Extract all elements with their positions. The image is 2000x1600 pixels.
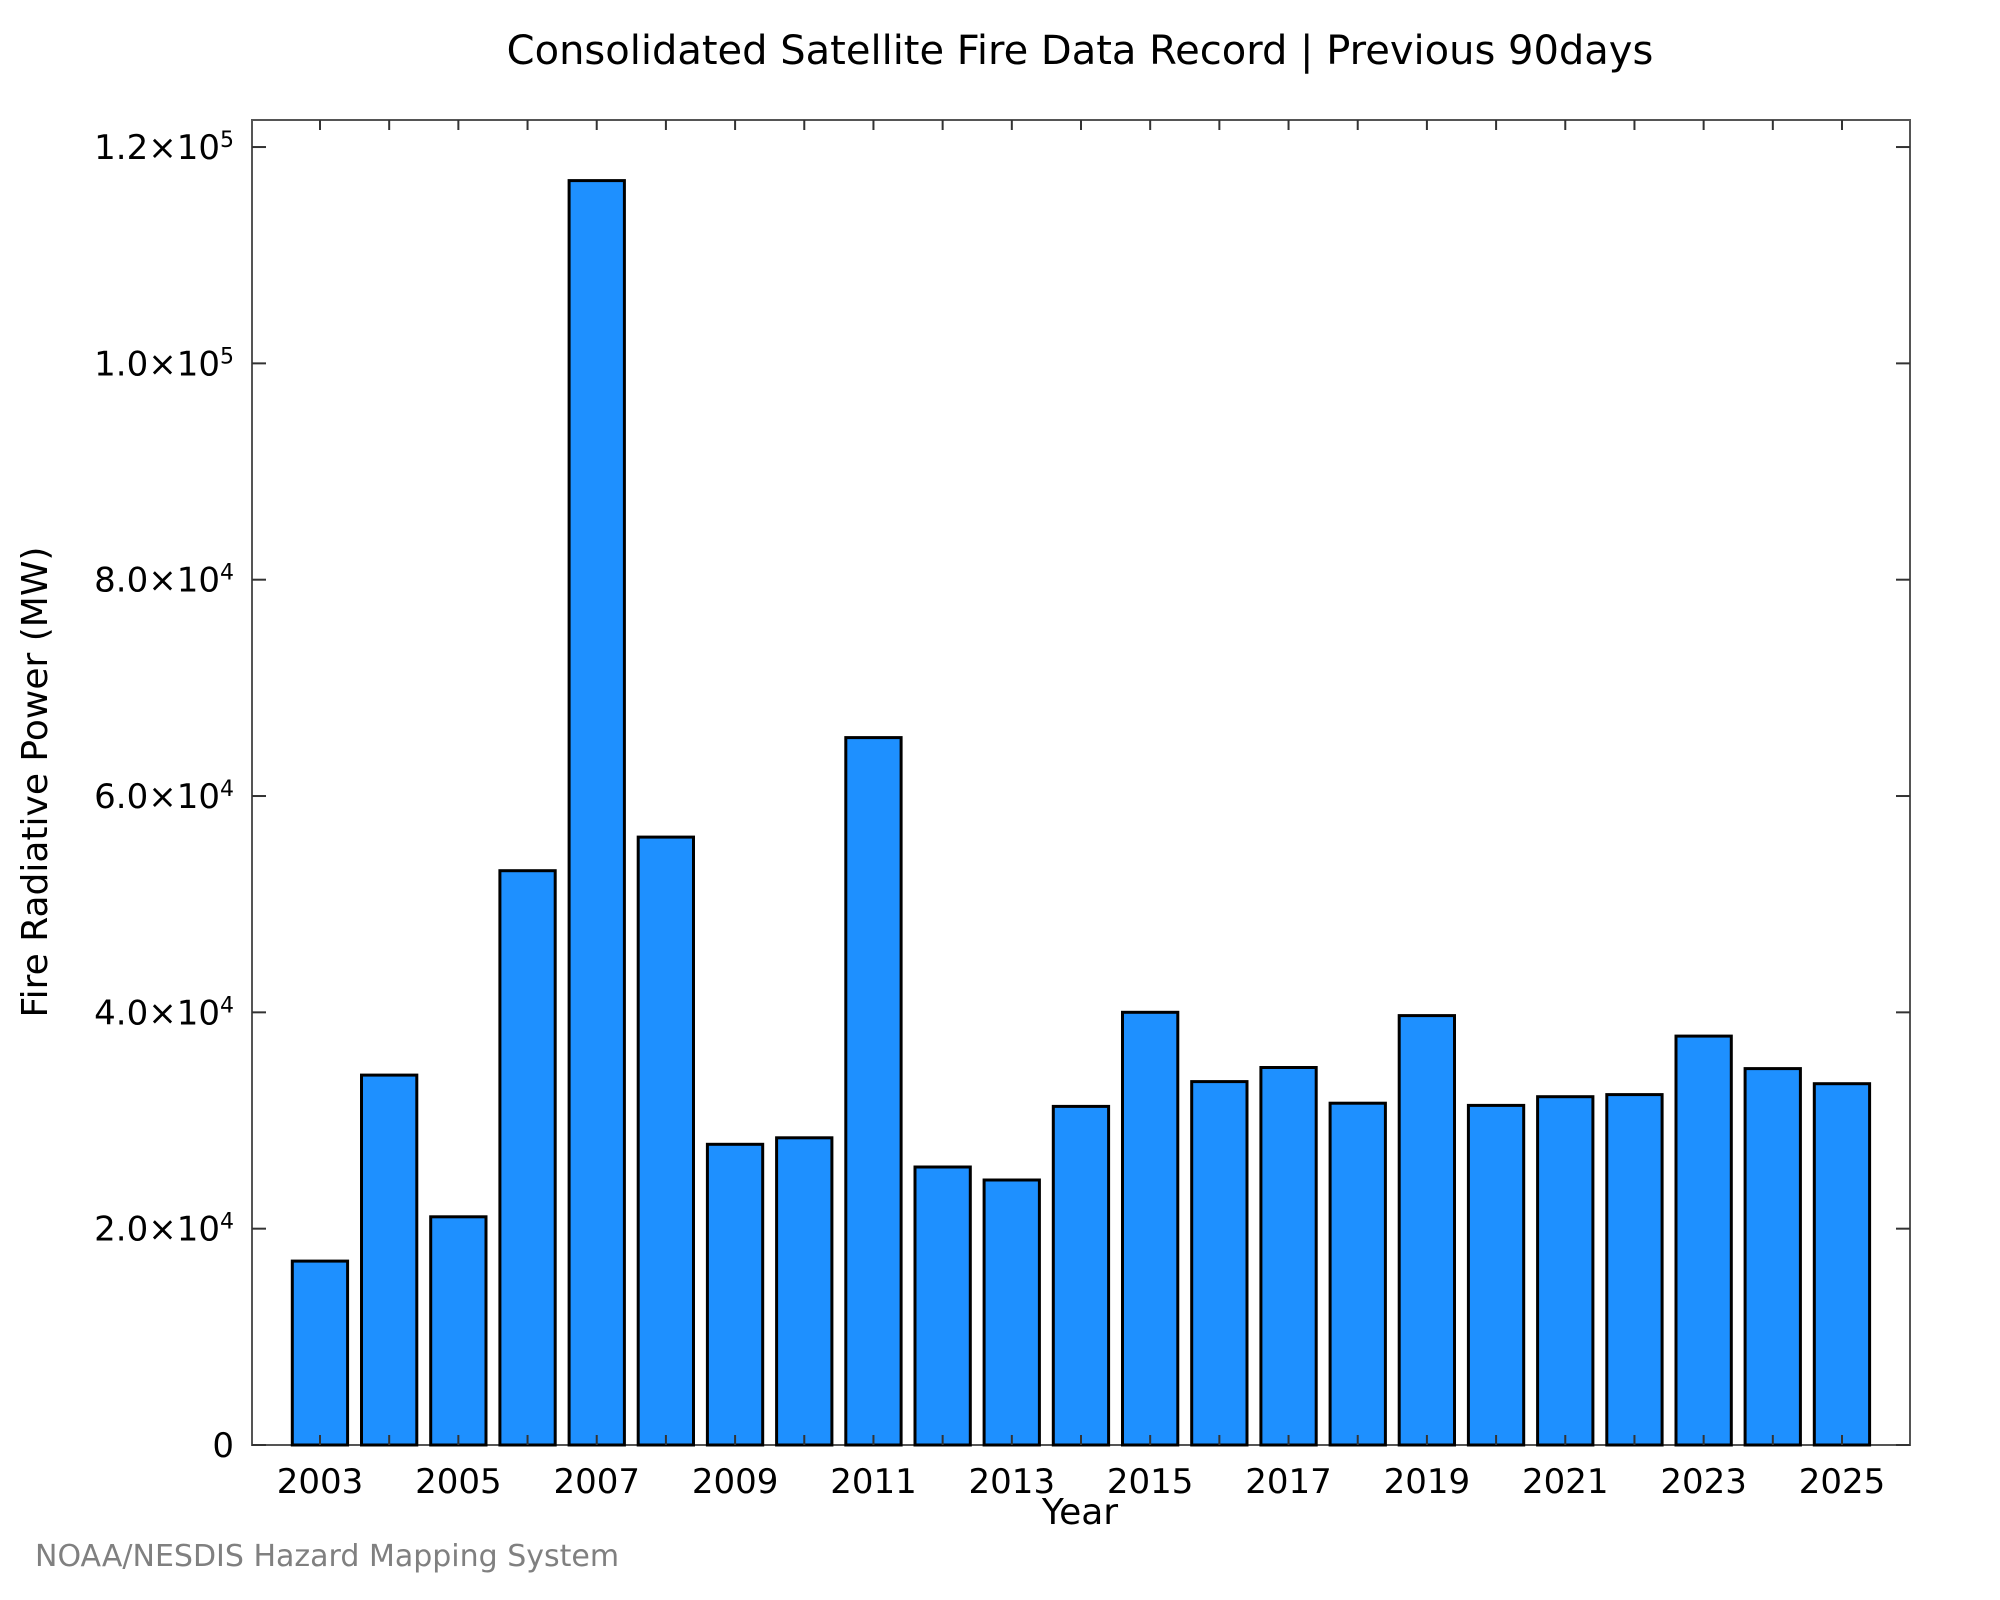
x-axis-ticks: 2003 2005 2007 2009 2011 2013 2015 2017 2019 2021… [277,120,1886,1502]
y-tick-label: 1.0×105 [94,344,234,385]
x-tick-label: 2019 [1384,1462,1471,1502]
y-tick-label: 2.0×104 [94,1209,234,1250]
x-tick-label: 2009 [692,1462,779,1502]
x-tick-label: 2011 [830,1462,917,1502]
x-tick-label: 2003 [277,1462,364,1502]
bar-2005 [429,1215,488,1447]
chart-title: Consolidated Satellite Fire Data Record … [507,28,1654,74]
y-axis-label: Fire Radiative Power (MW) [15,547,56,1018]
bar-2022 [1605,1093,1664,1447]
y-axis-ticks: 0 2.0×104 4.0×104 6.0×104 8.0×104 1.0×105 1.2×… [94,128,1910,1466]
bar-2015 [1121,1010,1180,1447]
bar-2013 [982,1178,1041,1447]
bar-2011 [844,736,903,1447]
bar-2017 [1259,1066,1318,1447]
bar-2014 [1051,1104,1111,1447]
x-tick-label: 2021 [1522,1462,1609,1502]
x-tick-label: 2007 [553,1462,640,1502]
bar-2018 [1328,1101,1387,1447]
y-tick-label: 8.0×104 [94,560,234,601]
bar-2024 [1743,1067,1802,1447]
x-tick-label: 2023 [1660,1462,1747,1502]
bars-group [290,179,1872,1447]
bar-2007 [567,179,626,1447]
y-tick-label: 4.0×104 [94,993,234,1034]
bar-2004 [360,1073,419,1447]
bar-2016 [1190,1080,1249,1447]
bar-2009 [705,1142,765,1447]
x-tick-label: 2025 [1799,1462,1886,1502]
y-tick-label: 0 [212,1426,234,1466]
x-tick-label: 2013 [969,1462,1056,1502]
bar-2020 [1466,1103,1526,1447]
bar-2003 [290,1259,350,1447]
bar-2010 [775,1136,834,1447]
bar-2025 [1812,1082,1872,1447]
x-axis-label: Year [1041,1492,1118,1533]
credit-text: NOAA/NESDIS Hazard Mapping System [35,1539,619,1574]
y-tick-label: 1.2×105 [94,128,234,169]
x-tick-label: 2015 [1107,1462,1194,1502]
bar-2012 [913,1165,972,1447]
x-tick-label: 2005 [415,1462,502,1502]
y-tick-label: 6.0×104 [94,777,234,818]
bar-2023 [1674,1034,1733,1447]
bar-2021 [1536,1095,1595,1447]
bar-2006 [498,869,557,1447]
x-tick-label: 2017 [1245,1462,1332,1502]
bar-2008 [636,835,696,1447]
bar-2019 [1397,1014,1456,1447]
